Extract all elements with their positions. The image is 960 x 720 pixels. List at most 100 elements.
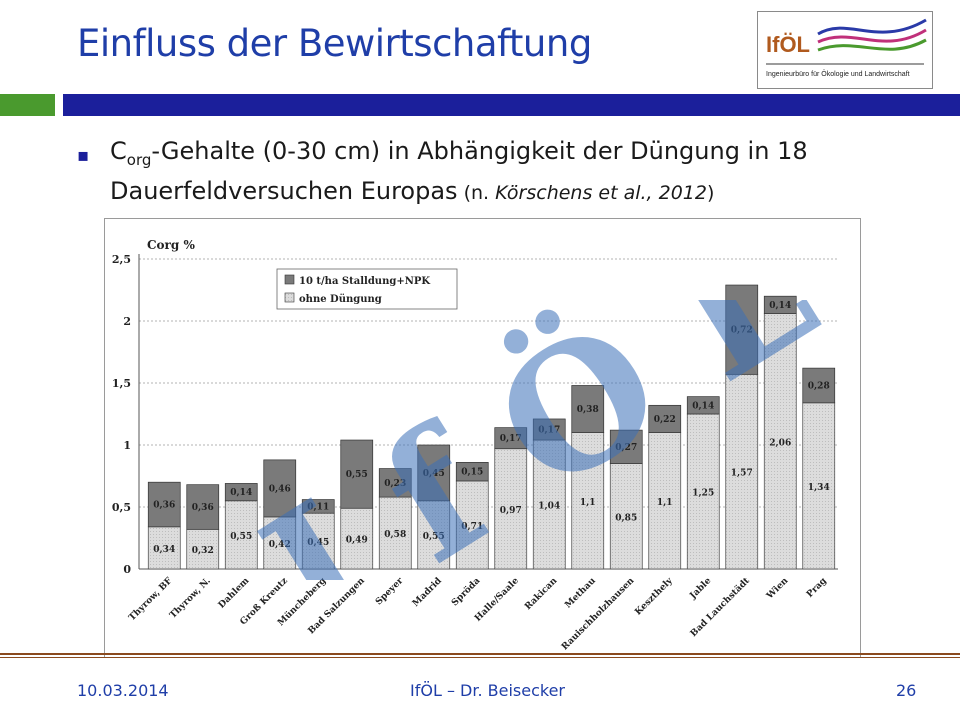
bullet-square-icon: ▪ (77, 145, 90, 166)
legend-swatch-manure (284, 274, 295, 285)
data-label-control: 0,71 (461, 522, 483, 532)
y-tick-label: 2,5 (112, 253, 131, 266)
data-label-manure: 0,17 (538, 426, 560, 436)
y-axis-label: Corg % (147, 238, 195, 252)
slide-title: Einfluss der Bewirtschaftung (77, 22, 592, 65)
x-tick-label: Madrid (411, 576, 444, 609)
data-label-control: 0,58 (384, 530, 406, 540)
x-tick-label: Dahlem (217, 576, 252, 611)
data-label-manure: 0,45 (423, 469, 445, 479)
bullet-c: C (110, 137, 127, 165)
bar-segment-manure (532, 418, 566, 441)
legend-label-control: ohne Düngung (299, 294, 382, 305)
bar-segment-manure (725, 284, 759, 375)
bar-segment-manure (224, 483, 258, 502)
data-label-manure: 0,14 (692, 401, 714, 411)
bullet-subscript: org (126, 150, 152, 169)
legend-label-manure: 10 t/ha Stalldung+NPK (299, 276, 430, 287)
y-tick-label: 1 (123, 439, 131, 452)
footer-date: 10.03.2014 (77, 681, 169, 700)
bar-segment-manure (802, 367, 836, 404)
data-label-control: 0,45 (307, 538, 329, 548)
bar-segment-control (301, 512, 335, 570)
bar-segment-control (648, 432, 682, 570)
x-tick-label: Rauischholzhausen (560, 576, 637, 653)
y-tick-label: 0,5 (112, 501, 131, 514)
data-label-control: 0,85 (615, 513, 637, 523)
green-accent-block (0, 94, 55, 116)
bar-segment-control (763, 313, 797, 570)
stacked-bar-chart: Corg % 0 0,5 1 1,5 2 2,5 10 t/ha Stalldung+NPK o… (112, 238, 838, 653)
bar-segment-control (455, 480, 489, 570)
bar-segment-manure (340, 439, 374, 509)
blue-header-bar (63, 94, 960, 116)
bar-segment-manure (147, 481, 181, 528)
ifoel-logo: IfÖL Ingenieurbüro für Ökologie und Land… (757, 11, 933, 89)
data-label-manure: 0,11 (307, 502, 329, 512)
citation-open: (n. (457, 181, 496, 204)
bar-segment-control (378, 496, 412, 570)
bar-segment-manure (455, 462, 489, 482)
bar-segment-manure (494, 427, 528, 450)
bar-segment-manure (609, 429, 643, 464)
data-label-manure: 0,22 (654, 415, 676, 425)
x-tick-label: Speyer (374, 576, 405, 607)
x-tick-label: Prag (805, 576, 829, 600)
bar-segment-control (494, 448, 528, 570)
footer-divider-thin (0, 657, 960, 658)
bar-segment-manure (378, 468, 412, 498)
data-label-control: 1,1 (580, 498, 596, 508)
y-tick-label: 0 (123, 563, 131, 576)
y-tick-label: 1,5 (112, 377, 131, 390)
data-label-manure: 0,14 (230, 488, 252, 498)
data-label-control: 1,25 (692, 489, 714, 499)
bullet-main-text: -Gehalte (0-30 cm) in Abhängigkeit der D… (110, 137, 808, 205)
bar-segment-manure (648, 404, 682, 433)
bar-segment-control (571, 432, 605, 570)
footer-divider (0, 653, 960, 655)
citation-authors: Körschens et al., 2012 (495, 181, 707, 204)
x-tick-label: Wien (764, 576, 790, 602)
x-tick-label: Thyrow, BF (127, 576, 174, 623)
legend-swatch-control (284, 292, 295, 303)
data-label-manure: 0,46 (269, 484, 291, 494)
x-tick-label: Keszthely (633, 576, 675, 618)
data-label-manure: 0,28 (808, 381, 830, 391)
bar-segment-control (224, 500, 258, 570)
bar-segment-manure (686, 396, 720, 415)
data-label-control: 0,55 (230, 532, 252, 542)
data-label-control: 0,55 (423, 532, 445, 542)
bar-segment-manure (263, 459, 297, 518)
y-tick-label: 2 (123, 315, 131, 328)
data-label-control: 0,97 (500, 506, 522, 516)
bar-segment-control (725, 373, 759, 570)
bar-segment-manure (186, 484, 220, 530)
data-label-manure: 0,36 (153, 501, 175, 511)
bar-segment-control (686, 413, 720, 570)
data-label-control: 1,1 (657, 498, 673, 508)
bar-segment-manure (763, 295, 797, 314)
data-label-manure: 0,23 (384, 479, 406, 489)
chart-frame: Corg % 0 0,5 1 1,5 2 2,5 10 t/ha Stalldung+NPK o… (104, 218, 861, 658)
data-label-control: 0,34 (153, 545, 175, 555)
data-label-manure: 0,27 (615, 443, 637, 453)
bar-segment-control (802, 402, 836, 570)
bar-segment-control (609, 463, 643, 570)
footer-author: IfÖL – Dr. Beisecker (410, 681, 565, 700)
footer-page-number: 26 (896, 681, 917, 700)
bar-segment-manure (571, 385, 605, 433)
bar-segment-control (263, 516, 297, 570)
x-tick-label: Thyrow, N. (168, 576, 213, 621)
data-label-control: 0,49 (346, 536, 368, 546)
data-label-manure: 0,17 (500, 434, 522, 444)
data-label-manure: 0,38 (577, 405, 599, 415)
bar-segment-manure (301, 499, 335, 514)
citation-close: ) (707, 181, 715, 204)
data-label-control: 0,42 (269, 540, 291, 550)
data-label-manure: 0,55 (346, 470, 368, 480)
x-tick-label: Spröda (449, 575, 482, 608)
bar-segment-manure (417, 444, 451, 502)
data-label-control: 1,57 (731, 469, 753, 479)
data-label-manure: 0,15 (461, 468, 483, 478)
x-tick-label: Methau (563, 576, 598, 611)
